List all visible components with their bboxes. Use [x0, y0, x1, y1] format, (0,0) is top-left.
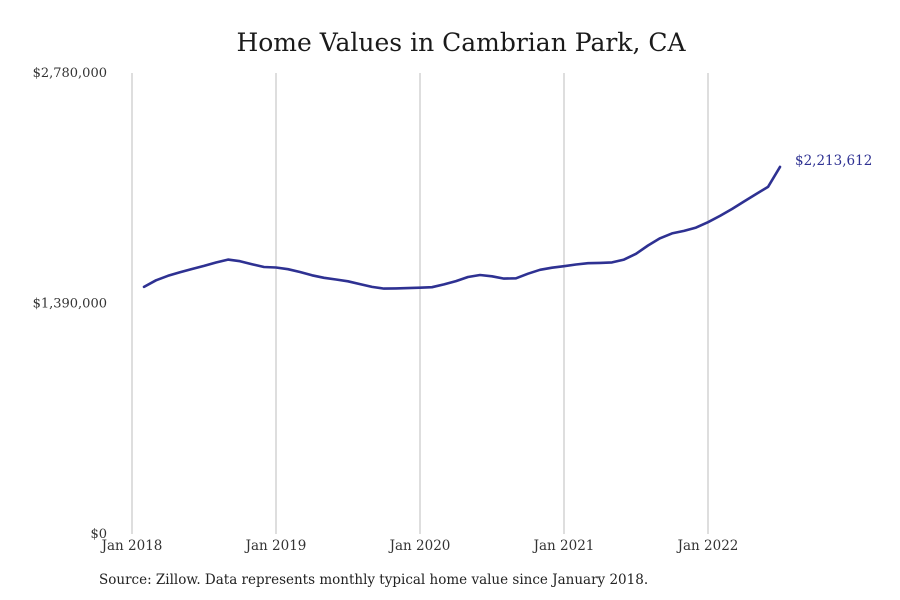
series-line-group — [142, 165, 782, 290]
data-points — [143, 166, 782, 290]
x-tick-label: Jan 2021 — [532, 538, 595, 554]
y-axis-labels: $2,780,000 $1,390,000 $0 — [33, 66, 107, 542]
x-tick-label: Jan 2022 — [676, 538, 739, 554]
x-tick-label: Jan 2019 — [244, 538, 307, 554]
end-value-label: $2,213,612 — [795, 153, 872, 169]
series-line — [142, 165, 782, 290]
y-tick-label: $1,390,000 — [33, 297, 107, 312]
x-tick-label: Jan 2020 — [388, 538, 451, 554]
x-axis-labels: Jan 2018 Jan 2019 Jan 2020 Jan 2021 Jan 2022 — [100, 538, 739, 554]
grid-lines — [131, 73, 709, 534]
chart-title: Home Values in Cambrian Park, CA — [236, 28, 686, 57]
y-tick-label: $2,780,000 — [33, 66, 107, 81]
y-tick-label: $0 — [90, 527, 107, 542]
x-tick-label: Jan 2018 — [100, 538, 163, 554]
source-note: Source: Zillow. Data represents monthly … — [99, 572, 649, 588]
